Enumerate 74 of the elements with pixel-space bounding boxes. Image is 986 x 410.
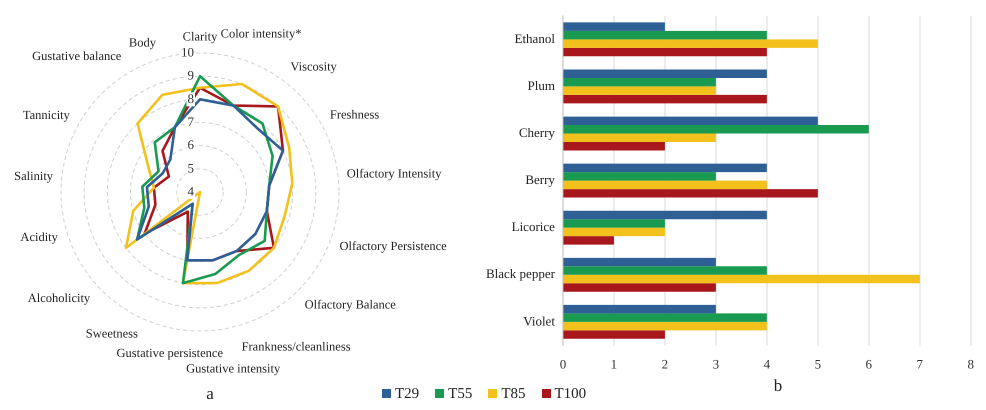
y-tick-label: 4: [188, 183, 194, 198]
y-tick-label: 7: [188, 114, 194, 129]
spoke-label: Acidity: [20, 230, 59, 244]
spoke-label: Olfactory Intensity: [346, 166, 442, 180]
x-tick-label: 5: [814, 356, 822, 372]
y-tick-label: 5: [188, 160, 194, 176]
bar: [563, 322, 767, 330]
y-tick-label: Violet: [523, 313, 556, 328]
x-tick-label: 3: [712, 356, 720, 372]
spoke-label: Viscosity: [290, 60, 338, 74]
bar: [563, 69, 767, 78]
bar: [563, 304, 716, 314]
bar: [563, 30, 767, 40]
bar: [563, 22, 665, 31]
y-tick-label: Plum: [527, 78, 555, 93]
bar: [563, 313, 767, 322]
spoke-label: Salinity: [14, 168, 54, 183]
spoke-label: Freshness: [330, 107, 380, 122]
bar: [563, 172, 716, 181]
y-tick-label: 6: [188, 137, 194, 152]
spoke-label: Tannicity: [22, 108, 71, 122]
y-tick-label: Cherry: [518, 124, 556, 140]
x-tick-label: 7: [916, 356, 924, 372]
y-tick-label: Ethanol: [514, 30, 556, 46]
bar: [563, 78, 716, 86]
bar: [563, 189, 818, 198]
bar: [563, 266, 767, 275]
spoke-label: Gustative persistence: [116, 346, 224, 360]
y-tick-label: 8: [188, 90, 194, 106]
x-tick-label: 0: [560, 356, 566, 372]
legend-label: T100: [554, 386, 586, 403]
x-tick-label: 4: [764, 356, 771, 372]
bar: [563, 330, 665, 339]
spoke-label: Olfactory Balance: [304, 298, 396, 312]
spoke-label: Gustative intensity: [186, 362, 281, 376]
bar: [563, 236, 614, 245]
bar: [563, 283, 716, 292]
spoke-label: Sweetness: [86, 326, 138, 341]
bar: [563, 116, 818, 126]
y-tick-label: Black pepper: [486, 266, 556, 282]
y-tick-label: Licorice: [512, 219, 556, 234]
y-tick-label: 9: [188, 68, 194, 83]
bar: [563, 94, 767, 104]
text: b: [774, 376, 782, 396]
bar: [563, 228, 665, 236]
bar: [563, 39, 818, 48]
y-tick-label: Berry: [525, 172, 556, 188]
bar: [563, 180, 767, 190]
bar: [563, 86, 716, 95]
spoke-label: Color intensity*: [220, 26, 302, 41]
bar: [563, 274, 920, 284]
x-tick-label: 2: [662, 356, 668, 372]
bar: [563, 125, 869, 134]
bar: [563, 142, 665, 150]
legend-label: T55: [447, 386, 472, 403]
legend-label: T29: [394, 386, 420, 403]
spoke-label: Frankness/cleanliness: [242, 339, 351, 354]
bar: [563, 258, 716, 266]
x-tick-label: 1: [610, 356, 618, 372]
bar: [563, 48, 767, 56]
bar: [563, 134, 716, 142]
x-tick-label: 8: [968, 356, 974, 372]
spoke-label: Body: [128, 36, 157, 50]
spoke-label: Clarity: [182, 29, 218, 44]
bar: [563, 219, 665, 228]
y-tick-label: 10: [181, 44, 194, 60]
legend-label: T85: [500, 386, 526, 403]
bar: [563, 210, 767, 220]
bar: [563, 164, 767, 172]
spoke-label: Olfactory Persistence: [339, 239, 448, 254]
x-tick-label: 6: [866, 356, 873, 372]
spoke-label: Alcoholicity: [28, 290, 91, 305]
spoke-label: Gustative balance: [32, 49, 122, 64]
text: a: [206, 384, 214, 404]
